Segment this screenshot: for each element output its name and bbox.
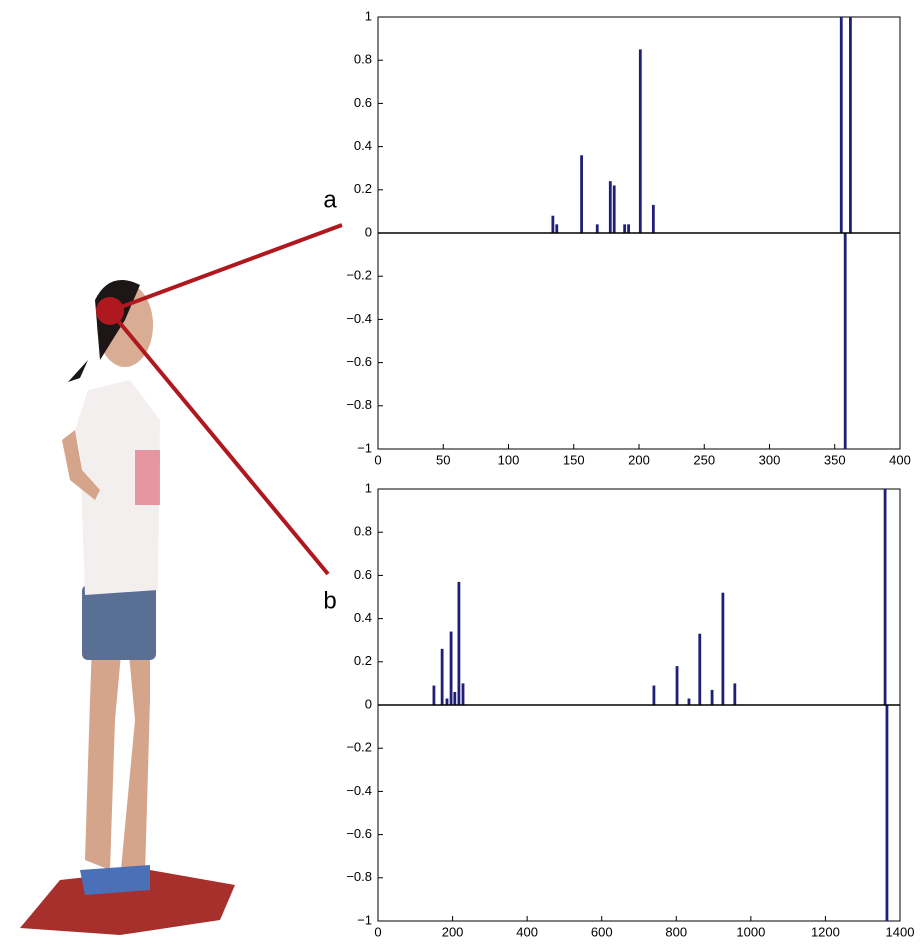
person-illustration (20, 280, 235, 935)
x-tick-label: 200 (442, 924, 464, 939)
bar (711, 690, 714, 705)
panel-label: a (323, 186, 337, 213)
x-tick-label: 400 (889, 452, 911, 467)
x-tick-label: 200 (628, 452, 650, 467)
x-tick-label: 150 (563, 452, 585, 467)
x-tick-label: 0 (374, 452, 381, 467)
x-tick-label: 0 (374, 924, 381, 939)
bar (849, 17, 852, 233)
bar (688, 699, 691, 705)
shoes (80, 865, 150, 895)
y-tick-label: 0.4 (354, 138, 372, 153)
bar (840, 17, 843, 233)
y-tick-label: 0.2 (354, 653, 372, 668)
x-tick-label: 1200 (811, 924, 840, 939)
y-tick-label: −0.4 (346, 783, 372, 798)
shirt-graphic (135, 450, 160, 505)
x-tick-label: 1400 (886, 924, 915, 939)
bar (609, 181, 612, 233)
bar (844, 233, 847, 449)
bar (627, 224, 630, 233)
y-tick-label: 0.6 (354, 95, 372, 110)
y-tick-label: −0.4 (346, 311, 372, 326)
bar (446, 699, 449, 705)
shorts (82, 585, 156, 660)
y-tick-label: 0 (365, 224, 372, 239)
x-tick-label: 100 (498, 452, 520, 467)
bar (433, 686, 436, 705)
bar (450, 632, 453, 705)
x-tick-label: 350 (824, 452, 846, 467)
x-tick-label: 300 (759, 452, 781, 467)
bar (652, 205, 655, 233)
bar (639, 49, 642, 233)
y-tick-label: 0 (365, 696, 372, 711)
bar (698, 634, 701, 705)
bar (886, 705, 889, 921)
bar (555, 224, 558, 233)
x-tick-label: 400 (516, 924, 538, 939)
bar (884, 489, 887, 705)
figure: a b −1−0.8−0.6−0.4−0.200.20.40.60.810501… (0, 0, 923, 948)
x-tick-label: 600 (591, 924, 613, 939)
y-tick-label: −1 (357, 912, 372, 927)
bar (441, 649, 444, 705)
y-tick-label: 0.8 (354, 524, 372, 539)
bar (580, 155, 583, 233)
bar (458, 582, 461, 705)
y-tick-label: −0.8 (346, 397, 372, 412)
y-tick-label: 0.2 (354, 181, 372, 196)
bar (653, 686, 656, 705)
bar (721, 593, 724, 705)
y-tick-label: −0.6 (346, 826, 372, 841)
y-tick-label: −0.2 (346, 268, 372, 283)
y-tick-label: −0.2 (346, 740, 372, 755)
bar (596, 224, 599, 233)
bar (623, 224, 626, 233)
ponytail (68, 360, 88, 382)
x-tick-label: 250 (693, 452, 715, 467)
y-tick-label: −0.8 (346, 869, 372, 884)
y-tick-label: 1 (365, 480, 372, 495)
bar (462, 683, 465, 705)
x-tick-label: 1000 (736, 924, 765, 939)
y-tick-label: 0.4 (354, 610, 372, 625)
y-tick-label: −0.6 (346, 354, 372, 369)
panel-label: b (323, 587, 336, 614)
y-tick-label: 1 (365, 8, 372, 23)
bar (733, 683, 736, 705)
y-tick-label: 0.6 (354, 567, 372, 582)
x-tick-label: 50 (436, 452, 450, 467)
y-tick-label: 0.8 (354, 52, 372, 67)
bar (551, 216, 554, 233)
callout-line (110, 225, 342, 311)
callout-point (96, 297, 124, 325)
bar (453, 692, 456, 705)
chart: −1 −0.8 −0.6 −0.4 −0.2 0 0.2 0.4 0.6 0.8 1 0 200 400 6… (346, 480, 914, 939)
chart: −1 −0.8 −0.6 −0.4 −0.2 0 0.2 0.4 0.6 0.8 1 0 50 100 15… (346, 8, 911, 467)
y-tick-label: −1 (357, 440, 372, 455)
bar (676, 666, 679, 705)
bar (613, 185, 616, 233)
x-tick-label: 800 (665, 924, 687, 939)
